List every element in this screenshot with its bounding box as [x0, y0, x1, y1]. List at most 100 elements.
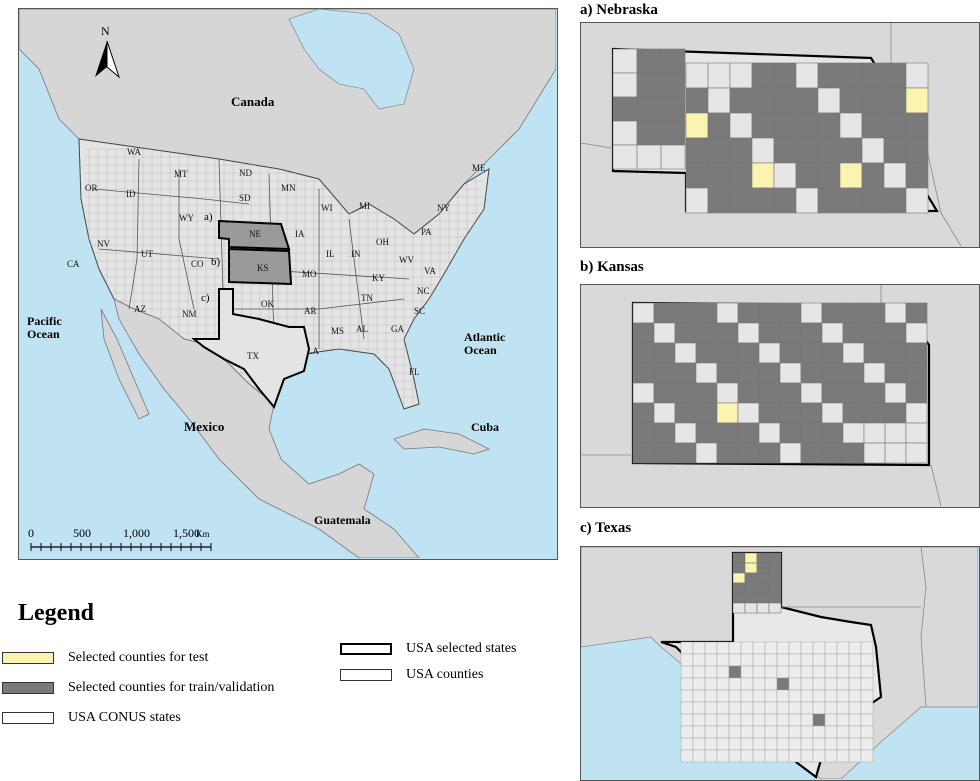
county [884, 322, 907, 344]
county [821, 362, 844, 384]
county [728, 737, 742, 751]
county [773, 137, 797, 164]
county [737, 402, 760, 424]
county [817, 137, 841, 164]
region-label-cuba: Cuba [471, 420, 499, 434]
county [752, 677, 766, 691]
county [653, 322, 676, 344]
scale-tick-label: 500 [73, 526, 91, 540]
county [776, 713, 790, 727]
county [861, 112, 885, 139]
county [704, 641, 718, 655]
inset-map-nebraska[interactable] [580, 22, 980, 248]
county [884, 402, 907, 424]
texas-counties [680, 552, 874, 763]
county [884, 422, 907, 444]
region-label-atlantic: Atlantic Ocean [464, 330, 506, 357]
county [685, 62, 709, 89]
county [692, 641, 706, 655]
state-label-ca: CA [67, 259, 80, 269]
county [776, 749, 790, 763]
state-label-sd: SD [239, 193, 251, 203]
county [695, 402, 718, 424]
main-map[interactable]: WA OR ID MT WY CA NV UT CO AZ NM ND SD MN IA MO OK AR LA TX… [18, 8, 558, 560]
county [764, 713, 778, 727]
legend-swatch-counties [340, 669, 392, 681]
county [716, 322, 739, 344]
state-label-la: LA [307, 346, 319, 356]
county [732, 592, 746, 604]
county [612, 48, 638, 74]
hudson-bay [288, 9, 415, 110]
county [716, 442, 739, 464]
county [863, 322, 886, 344]
county [737, 442, 760, 464]
county [861, 62, 885, 89]
county [768, 602, 782, 614]
county [716, 677, 730, 691]
county [836, 665, 850, 679]
county [716, 701, 730, 715]
county [795, 137, 819, 164]
county [740, 677, 754, 691]
county [839, 187, 863, 214]
inset-map-texas[interactable] [580, 546, 980, 781]
county [728, 641, 742, 655]
county [716, 713, 730, 727]
svg-text:N: N [101, 24, 110, 38]
county [632, 302, 655, 324]
state-label-in: IN [351, 249, 361, 259]
county [740, 749, 754, 763]
county [905, 322, 928, 344]
county [821, 382, 844, 404]
county [788, 641, 802, 655]
state-label-oh: OH [376, 237, 389, 247]
county [800, 653, 814, 667]
county [776, 677, 790, 691]
state-label-co: CO [191, 259, 204, 269]
county [884, 342, 907, 364]
county [728, 713, 742, 727]
legend-item-conus: USA CONUS states [2, 710, 181, 726]
county [680, 701, 694, 715]
county [779, 442, 802, 464]
county [824, 701, 838, 715]
county [764, 665, 778, 679]
county [756, 602, 770, 614]
county [680, 677, 694, 691]
county [795, 62, 819, 89]
county [836, 749, 850, 763]
legend-item-train: Selected counties for train/validation [2, 680, 274, 696]
county [612, 96, 638, 122]
scale-tick-label: 1,500 [173, 526, 200, 540]
county [848, 701, 862, 715]
state-label-mo: MO [302, 269, 317, 279]
state-label-id: ID [126, 189, 136, 199]
county [674, 322, 697, 344]
county [692, 665, 706, 679]
county [752, 641, 766, 655]
county [776, 737, 790, 751]
county [612, 144, 638, 170]
kansas-counties [632, 302, 928, 464]
county [848, 653, 862, 667]
county [704, 653, 718, 667]
north-arrow-icon: N [95, 24, 121, 79]
county [740, 713, 754, 727]
inset-marker-c: c) [201, 292, 210, 304]
county [824, 725, 838, 739]
county [758, 322, 781, 344]
county [773, 112, 797, 139]
county [728, 653, 742, 667]
legend-title: Legend [18, 600, 95, 626]
county [653, 342, 676, 364]
county [632, 362, 655, 384]
county [812, 689, 826, 703]
county [839, 87, 863, 114]
county [744, 572, 758, 584]
county [836, 653, 850, 667]
county [728, 689, 742, 703]
county [788, 677, 802, 691]
county [740, 689, 754, 703]
inset-map-kansas[interactable] [580, 284, 980, 508]
